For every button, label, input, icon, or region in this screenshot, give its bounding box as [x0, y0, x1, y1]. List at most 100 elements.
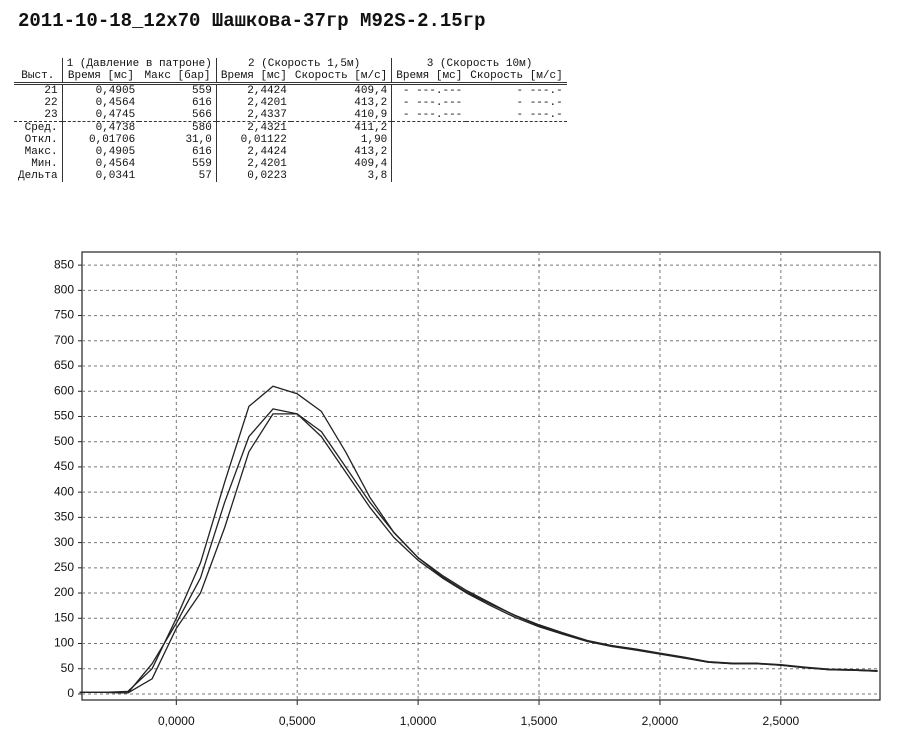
empty-cell — [391, 134, 467, 146]
table-cell: 0,4745 — [61, 109, 140, 122]
table-cell: Макс. — [24, 146, 58, 158]
table-cell: 57 — [198, 170, 212, 182]
table-cell: Скорость [м/с] — [290, 70, 392, 85]
empty-cell — [391, 121, 467, 134]
group-header: 2 (Скорость 1,5м) — [215, 58, 392, 70]
page-title: 2011-10-18_12x70 Шашкова-37гр М92S-2.15г… — [18, 10, 486, 32]
y-tick-label: 200 — [54, 585, 74, 599]
table-cell: 2,4201 — [215, 158, 291, 170]
chart: 0 50 100 150 200 250 300 350 400 450 500 550 600 650 7… — [54, 251, 881, 728]
data-row: 21 0,4905 559 2,4424 409,4- ---.--- - ---.- — [14, 83, 567, 97]
table-cell: - ---.- — [516, 85, 563, 97]
y-tick-label: 550 — [54, 409, 74, 423]
y-tick-label: 800 — [54, 283, 74, 297]
results-table: 1 (Давление в патроне) 2 (Скорость 1,5м)… — [14, 58, 567, 182]
table-cell: 559 — [192, 158, 212, 170]
table-cell: 413,2 — [354, 97, 388, 109]
plot-area — [81, 251, 881, 701]
stats-row: Откл. 0,01706 31,0 0,01122 1,90 — [14, 134, 567, 146]
group-header — [14, 58, 62, 70]
stats-row: Сред. 0,4738 580 2,4321 411,2 — [14, 121, 567, 134]
pressure-curve — [79, 413, 878, 694]
table-cell: - ---.--- — [391, 97, 467, 109]
y-tick-label: 650 — [54, 358, 74, 372]
table-cell: 566 — [139, 109, 217, 122]
table-cell: 410,9 — [290, 109, 392, 122]
table-cell: - ---.- — [466, 109, 567, 122]
data-row: 22 0,4564 616 2,4201 413,2- ---.--- - ---.- — [14, 97, 567, 109]
table-cell: 22 — [44, 97, 58, 109]
table-cell: 0,4905 — [61, 83, 140, 97]
table-cell: 31,0 — [185, 134, 212, 146]
x-tick-label: 0,0000 — [158, 714, 195, 728]
x-tick-label: 1,0000 — [400, 714, 437, 728]
table-cell: 616 — [192, 146, 212, 158]
group-header-row: 1 (Давление в патроне) 2 (Скорость 1,5м)… — [14, 58, 567, 70]
table-cell: Выст. — [14, 70, 63, 85]
table-cell: 1,90 — [360, 134, 388, 146]
table-cell: Время [мс] — [61, 70, 140, 85]
group-header: 1 (Давление в патроне) — [61, 58, 217, 70]
table-cell: Откл. — [24, 134, 58, 146]
table-cell: 616 — [192, 97, 212, 109]
table-cell: 0,4564 — [61, 97, 140, 109]
y-tick-label: 100 — [54, 636, 74, 650]
table-cell: 0,0223 — [215, 170, 291, 182]
table-cell: Мин. — [31, 158, 58, 170]
table-cell: 2,4424 — [215, 83, 291, 97]
table-cell: 3,8 — [367, 170, 388, 182]
stats-row: Дельта 0,0341 57 0,0223 3,8 — [14, 170, 567, 182]
x-tick-label: 2,0000 — [642, 714, 679, 728]
table-cell: 411,2 — [354, 122, 388, 134]
empty-cell — [391, 170, 467, 182]
table-cell: 409,4 — [354, 85, 388, 97]
table-cell: 0,4738 — [61, 121, 140, 134]
y-tick-label: 400 — [54, 484, 74, 498]
table-cell: 413,2 — [354, 146, 388, 158]
table-cell: 559 — [192, 85, 212, 97]
table-cell: 23 — [14, 109, 63, 122]
table-cell: 2,4424 — [215, 146, 291, 158]
y-tick-label: 300 — [54, 535, 74, 549]
table-cell: 0,01122 — [215, 134, 291, 146]
x-tick-label: 1,5000 — [521, 714, 558, 728]
y-tick-label: 750 — [54, 308, 74, 322]
y-tick-label: 0 — [67, 686, 74, 700]
y-tick-label: 850 — [54, 257, 74, 271]
table-cell: 580 — [192, 122, 212, 134]
table-cell: 409,4 — [354, 158, 388, 170]
table-cell: 0,4905 — [61, 146, 140, 158]
data-row: 23 0,4745 566 2,4337 410,9- ---.--- - ---.- — [14, 109, 567, 122]
table-cell: 0,4564 — [61, 158, 140, 170]
table-cell: 2,4321 — [215, 121, 291, 134]
y-tick-label: 350 — [54, 510, 74, 524]
column-header-row: Выст. Время [мс] Макс [бар] Время [мс] Скоро… — [14, 70, 567, 85]
stats-row: Макс. 0,4905 616 2,4424 413,2 — [14, 146, 567, 158]
table-cell: 0,0341 — [61, 170, 140, 182]
x-tick-label: 2,5000 — [763, 714, 800, 728]
y-tick-label: 600 — [54, 383, 74, 397]
table-cell: 0,01706 — [61, 134, 140, 146]
x-tick-label: 0,5000 — [279, 714, 316, 728]
y-tick-label: 450 — [54, 459, 74, 473]
table-cell: - ---.--- — [391, 83, 467, 97]
table-cell: Время [мс] — [391, 70, 467, 85]
y-tick-label: 500 — [54, 434, 74, 448]
empty-cell — [391, 158, 467, 170]
table-cell: Сред. — [24, 122, 58, 134]
group-header: 3 (Скорость 10м) — [391, 58, 567, 70]
table-cell: 2,4201 — [215, 97, 291, 109]
y-tick-label: 150 — [54, 610, 74, 624]
y-tick-label: 250 — [54, 560, 74, 574]
y-tick-label: 50 — [61, 661, 75, 675]
table-cell: 21 — [44, 85, 58, 97]
empty-cell — [391, 146, 467, 158]
table-cell: Время [мс] — [215, 70, 291, 85]
stats-row: Мин. 0,4564 559 2,4201 409,4 — [14, 158, 567, 170]
y-tick-label: 700 — [54, 333, 74, 347]
table-cell: 2,4337 — [215, 109, 291, 122]
table-cell: - ---.--- — [391, 109, 467, 122]
table-cell: Дельта — [18, 170, 58, 182]
table-cell: - ---.- — [516, 97, 563, 109]
